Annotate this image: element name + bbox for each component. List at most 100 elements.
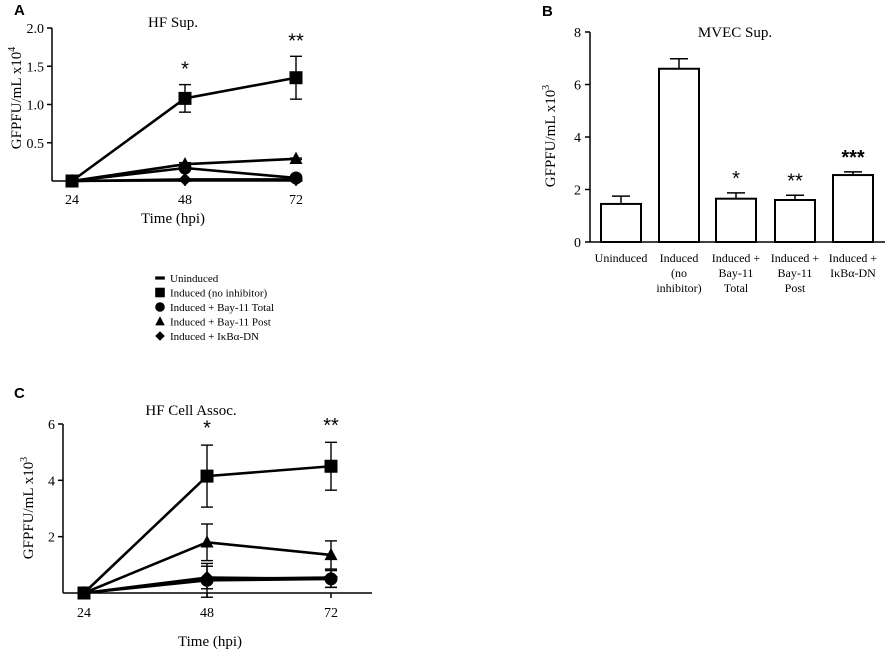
bar <box>715 197 757 243</box>
category-label: Bay-11 <box>778 266 813 280</box>
legend-marker-square <box>155 287 165 298</box>
category-label: IκBα-DN <box>830 266 876 280</box>
bar-group <box>658 58 700 243</box>
data-point-circle <box>289 171 303 185</box>
data-point-circle <box>324 572 338 586</box>
panel-a-axes: 0.5 1.0 1.5 2.0 24 48 72 <box>27 22 304 208</box>
data-point-square <box>65 174 79 188</box>
y-tick-label: 8 <box>574 26 581 41</box>
data-point-square <box>289 71 303 85</box>
y-tick-label: 4 <box>48 474 55 489</box>
panel-c-x-axis-label: Time (hpi) <box>178 634 242 650</box>
data-point-triangle <box>200 535 214 548</box>
legend-entry: Induced + Bay-11 Post <box>155 316 271 329</box>
panel-c-title: HF Cell Assoc. <box>145 403 236 419</box>
data-point-square <box>200 469 214 483</box>
x-tick-label: 48 <box>178 193 192 208</box>
data-point-triangle <box>289 151 303 165</box>
significance-marker: * <box>181 59 189 81</box>
panel-b: B MVEC Sup. GFPFU/mL x103 0 2 4 6 8 Uninduced… <box>541 3 885 295</box>
category-label: Post <box>785 281 806 295</box>
panel-b-label: B <box>542 3 553 20</box>
legend-marker-triangle <box>155 316 165 326</box>
bar-group <box>832 171 874 243</box>
panel-a-title: HF Sup. <box>148 15 198 31</box>
panel-a-x-axis-label: Time (hpi) <box>141 211 205 227</box>
legend: Uninduced Induced (no inhibitor) Induced +… <box>155 273 274 343</box>
bar <box>832 174 874 243</box>
significance-marker: * <box>732 168 740 190</box>
x-tick-label: 24 <box>77 606 91 621</box>
category-label: Total <box>724 281 749 295</box>
series-square <box>77 441 338 600</box>
data-point-triangle <box>178 157 192 170</box>
data-point-circle <box>200 573 214 587</box>
data-point-triangle <box>324 547 338 561</box>
panel-a-marks: *** <box>65 30 304 188</box>
y-tick-label: 2 <box>574 184 581 199</box>
series-circle <box>77 562 338 600</box>
legend-marker-diamond <box>155 331 165 341</box>
category-label: Induced + <box>829 251 878 265</box>
panel-c-label: C <box>14 385 25 402</box>
panel-b-title: MVEC Sup. <box>698 25 772 41</box>
category-label: Bay-11 <box>719 266 754 280</box>
panel-a: A HF Sup. GFPFU/mL x104 Time (hpi) 0.5 1.… <box>7 2 304 227</box>
y-tick-label: 0 <box>574 236 581 251</box>
category-label: (no <box>671 266 687 280</box>
y-tick-label: 4 <box>574 131 581 146</box>
significance-marker: ** <box>787 170 803 192</box>
panel-c-marks: * ** <box>77 415 339 600</box>
legend-marker-dash <box>155 276 165 280</box>
panel-b-marks: * ***** <box>600 58 874 243</box>
panel-a-y-axis-label: GFPFU/mL x104 <box>7 47 25 149</box>
bar-group <box>715 192 757 243</box>
x-tick-label: 48 <box>200 606 214 621</box>
panel-b-y-axis-label: GFPFU/mL x103 <box>541 85 559 187</box>
legend-label: Induced + IκBα-DN <box>170 331 259 343</box>
data-point-square <box>77 586 91 600</box>
series-square <box>65 55 303 188</box>
category-label: inhibitor) <box>656 281 701 295</box>
y-tick-label: 0.5 <box>27 137 45 152</box>
bar-group <box>774 194 816 243</box>
x-tick-label: 24 <box>65 193 79 208</box>
y-tick-label: 2 <box>48 531 55 546</box>
significance-marker: *** <box>841 147 865 169</box>
data-point-square <box>324 459 338 473</box>
x-tick-label: 72 <box>324 606 338 621</box>
legend-entry: Induced (no inhibitor) <box>155 288 267 300</box>
panel-c: C HF Cell Assoc. GFPFU/mL x103 Time (hpi… <box>14 385 372 650</box>
bar-group <box>600 195 642 243</box>
panel-c-y-axis-label: GFPFU/mL x103 <box>19 457 37 559</box>
y-tick-label: 2.0 <box>27 22 45 37</box>
data-point-diamond <box>178 172 192 186</box>
legend-label: Induced (no inhibitor) <box>170 288 267 300</box>
significance-marker: ** <box>288 30 304 52</box>
legend-entry: Induced + Bay-11 Total <box>155 302 274 314</box>
y-tick-label: 1.5 <box>27 60 45 75</box>
bar <box>600 202 642 243</box>
data-point-square <box>178 91 192 105</box>
legend-label: Induced + Bay-11 Total <box>170 302 274 314</box>
significance-marker: * <box>203 418 211 440</box>
category-label: Induced <box>660 251 699 265</box>
panel-a-label: A <box>14 2 25 19</box>
x-tick-label: 72 <box>289 193 303 208</box>
y-tick-label: 6 <box>574 79 581 94</box>
bar <box>774 199 816 243</box>
legend-entry: Induced + IκBα-DN <box>155 331 259 343</box>
bar <box>658 67 700 243</box>
legend-marker-circle <box>155 302 165 312</box>
legend-entry: Uninduced <box>155 273 219 285</box>
legend-label: Uninduced <box>170 273 219 285</box>
significance-marker: ** <box>323 415 339 437</box>
legend-label: Induced + Bay-11 Post <box>170 317 271 329</box>
category-label: Uninduced <box>595 251 648 265</box>
category-label: Induced + <box>771 251 820 265</box>
y-tick-label: 1.0 <box>27 99 45 114</box>
category-label: Induced + <box>712 251 761 265</box>
y-tick-label: 6 <box>48 418 55 433</box>
